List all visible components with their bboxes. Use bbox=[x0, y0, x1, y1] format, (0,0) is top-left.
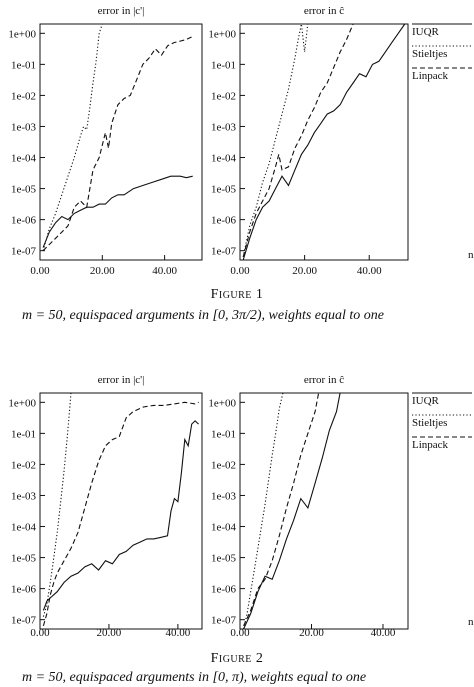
chart-2-y-tick-label: 1e-02 bbox=[211, 90, 236, 102]
chart-1-y-tick-label: 1e-03 bbox=[11, 121, 37, 133]
chart-3-y-tick-label: 1e-02 bbox=[11, 459, 36, 471]
chart-2-legend-label-iuqr: IUQR bbox=[412, 26, 440, 38]
chart-4-y-tick-label: 1e-04 bbox=[211, 522, 237, 534]
chart-3-y-tick-label: 1e-06 bbox=[11, 584, 37, 596]
chart-2-series-stieltjes bbox=[242, 23, 309, 258]
chart-4-legend-label-linpack: Linpack bbox=[412, 439, 449, 451]
chart-1-x-tick-label: 0.00 bbox=[30, 265, 50, 277]
figure-1-title: Figure 1 bbox=[210, 287, 264, 302]
chart-3-title: error in |c'| bbox=[98, 374, 145, 386]
chart-1-y-tick-label: 1e-01 bbox=[11, 59, 36, 71]
chart-3-x-tick-label: 20.00 bbox=[97, 627, 122, 639]
chart-3-y-tick-label: 1e-04 bbox=[11, 522, 37, 534]
chart-1-y-tick-label: 1e+00 bbox=[8, 28, 36, 40]
chart-2-x-tick-label: 0.00 bbox=[230, 265, 250, 277]
chart-2-y-tick-label: 1e-05 bbox=[211, 184, 237, 196]
chart-2-title: error in ĉ bbox=[304, 5, 344, 17]
chart-1-plot-frame bbox=[39, 23, 203, 261]
chart-4-y-tick-label: 1e-03 bbox=[211, 490, 237, 502]
chart-4-x-tick-label: 40.00 bbox=[371, 627, 396, 639]
chart-2-y-tick-label: 1e-07 bbox=[211, 246, 237, 258]
chart-3-x-tick-label: 40.00 bbox=[165, 627, 190, 639]
chart-4-series-stieltjes bbox=[243, 392, 284, 630]
chart-1-title: error in |c'| bbox=[98, 5, 145, 17]
chart-4-x-tick-label: 20.00 bbox=[299, 627, 324, 639]
chart-3-y-tick-label: 1e+00 bbox=[8, 397, 36, 409]
chart-4-legend-label-stieltjes: Stieltjes bbox=[412, 417, 447, 429]
chart-2-legend-label-linpack: Linpack bbox=[412, 70, 449, 82]
chart-4-y-tick-label: 1e-07 bbox=[211, 615, 237, 627]
chart-3-series-iuqr bbox=[42, 420, 199, 611]
chart-4-y-tick-label: 1e+00 bbox=[208, 397, 236, 409]
chart-3-y-tick-label: 1e-05 bbox=[11, 553, 37, 565]
figure-1-caption: m = 50, equispaced arguments in [0, 3π/2… bbox=[22, 308, 385, 323]
chart-3-series-linpack bbox=[42, 401, 199, 627]
chart-4-x-tick-label: 0.00 bbox=[230, 627, 250, 639]
chart-1-y-tick-label: 1e-04 bbox=[11, 153, 37, 165]
chart-2-y-tick-label: 1e+00 bbox=[208, 28, 236, 40]
chart-1-series-linpack bbox=[42, 35, 193, 252]
chart-4-y-tick-label: 1e-05 bbox=[211, 553, 237, 565]
chart-4-legend-label-iuqr: IUQR bbox=[412, 395, 440, 407]
chart-2-x-tick-label: 20.00 bbox=[292, 265, 317, 277]
chart-1-series-stieltjes bbox=[42, 23, 103, 251]
chart-3-plot-frame bbox=[39, 392, 203, 630]
chart-1-y-tick-label: 1e-02 bbox=[11, 90, 36, 102]
chart-4-y-tick-label: 1e-02 bbox=[211, 459, 236, 471]
chart-1-y-tick-label: 1e-07 bbox=[11, 246, 37, 258]
chart-2-y-tick-label: 1e-06 bbox=[211, 215, 237, 227]
chart-4-x-axis-label: n bbox=[468, 616, 474, 628]
chart-2-y-tick-label: 1e-03 bbox=[211, 121, 237, 133]
chart-2-series-iuqr bbox=[242, 23, 406, 261]
chart-1-x-tick-label: 40.00 bbox=[152, 265, 177, 277]
chart-1-y-tick-label: 1e-06 bbox=[11, 215, 37, 227]
chart-4-series-iuqr bbox=[243, 392, 341, 630]
chart-2-plot-frame bbox=[239, 23, 409, 261]
chart-2-legend-label-stieltjes: Stieltjes bbox=[412, 48, 447, 60]
figure-2-caption: m = 50, equispaced arguments in [0, π), … bbox=[22, 670, 367, 685]
chart-3-y-tick-label: 1e-07 bbox=[11, 615, 37, 627]
chart-4-y-tick-label: 1e-06 bbox=[211, 584, 237, 596]
chart-2-series-linpack bbox=[242, 23, 354, 258]
figure-2-title: Figure 2 bbox=[210, 651, 264, 666]
chart-2-x-tick-label: 40.00 bbox=[357, 265, 382, 277]
chart-4-y-tick-label: 1e-01 bbox=[211, 428, 236, 440]
chart-1-series-iuqr bbox=[42, 175, 193, 248]
chart-3-series-stieltjes bbox=[42, 392, 72, 617]
chart-2-y-tick-label: 1e-04 bbox=[211, 153, 237, 165]
chart-4-series-linpack bbox=[243, 392, 320, 627]
chart-4-plot-frame bbox=[239, 392, 409, 630]
chart-1-x-tick-label: 20.00 bbox=[90, 265, 115, 277]
chart-4-title: error in ĉ bbox=[304, 374, 344, 386]
chart-3-y-tick-label: 1e-01 bbox=[11, 428, 36, 440]
chart-2-x-axis-label: n bbox=[468, 249, 474, 261]
chart-1-y-tick-label: 1e-05 bbox=[11, 184, 37, 196]
chart-3-y-tick-label: 1e-03 bbox=[11, 490, 37, 502]
chart-3-x-tick-label: 0.00 bbox=[30, 627, 50, 639]
chart-2-y-tick-label: 1e-01 bbox=[211, 59, 236, 71]
